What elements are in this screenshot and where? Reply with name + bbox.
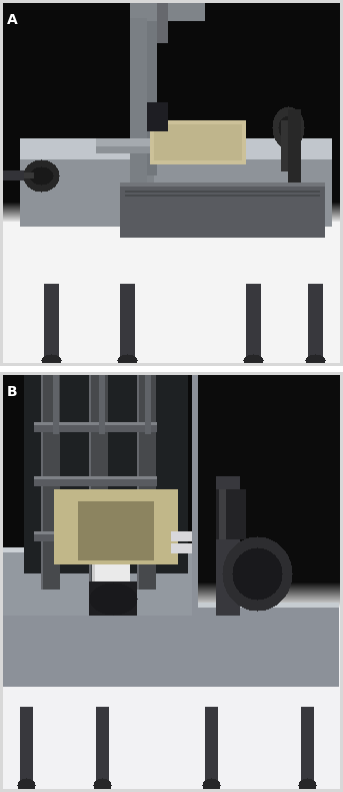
Text: B: B	[7, 385, 17, 398]
Text: A: A	[7, 13, 17, 26]
